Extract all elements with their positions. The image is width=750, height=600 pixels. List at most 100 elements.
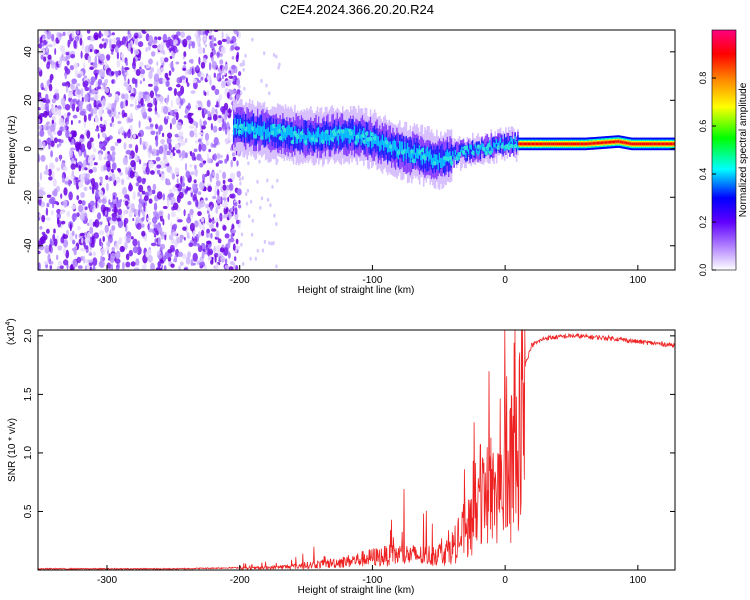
noise-speckle <box>156 164 162 169</box>
noise-speckle <box>46 30 52 40</box>
noise-speckle <box>178 151 182 159</box>
noise-speckle <box>70 147 76 151</box>
ridge-segment <box>514 136 516 142</box>
noise-speckle <box>52 130 57 135</box>
noise-speckle <box>141 217 145 222</box>
noise-speckle <box>123 132 127 139</box>
noise-speckle <box>239 181 242 186</box>
noise-speckle <box>174 143 180 150</box>
noise-speckle <box>105 175 109 181</box>
noise-speckle <box>223 201 229 209</box>
ridge-segment <box>603 141 605 144</box>
noise-speckle <box>90 108 94 115</box>
noise-speckle <box>61 177 66 183</box>
noise-speckle <box>159 56 165 64</box>
noise-speckle <box>134 153 138 162</box>
noise-speckle <box>95 74 98 80</box>
noise-speckle <box>87 172 90 180</box>
noise-speckle <box>237 204 242 209</box>
ridge-segment <box>257 124 259 135</box>
ridge-segment <box>268 131 271 142</box>
noise-speckle <box>66 121 69 125</box>
ridge-segment <box>595 142 597 145</box>
noise-speckle <box>118 168 122 173</box>
ridge-segment <box>583 142 585 145</box>
noise-speckle <box>39 213 42 218</box>
noise-speckle <box>87 166 91 170</box>
noise-speckle <box>157 113 160 118</box>
noise-speckle <box>77 98 81 108</box>
noise-speckle <box>195 199 199 208</box>
ridge-segment <box>497 136 499 149</box>
ridge-segment <box>559 142 562 145</box>
noise-speckle <box>39 226 43 230</box>
noise-speckle <box>194 164 197 170</box>
ridge-segment <box>633 142 636 145</box>
noise-speckle <box>53 137 58 144</box>
noise-speckle <box>128 154 132 160</box>
ridge-segment <box>615 140 617 143</box>
ridge-segment <box>243 121 246 132</box>
noise-speckle <box>222 197 227 201</box>
noise-speckle <box>148 160 154 169</box>
noise-speckle <box>140 97 144 106</box>
noise-speckle <box>98 30 102 39</box>
noise-speckle <box>199 162 204 168</box>
noise-speckle <box>62 31 66 36</box>
ridge-segment <box>629 142 632 145</box>
noise-speckle <box>172 223 178 230</box>
ridge-segment <box>391 144 393 155</box>
noise-speckle <box>47 253 51 263</box>
noise-speckle <box>65 56 68 62</box>
noise-speckle <box>145 64 151 69</box>
noise-speckle <box>155 87 158 97</box>
noise-speckle <box>121 178 125 186</box>
noise-speckle <box>112 37 117 44</box>
noise-speckle <box>49 238 53 246</box>
ridge-blob <box>384 140 390 145</box>
noise-speckle <box>196 64 200 71</box>
ridge-segment <box>477 150 479 156</box>
noise-speckle <box>51 33 55 42</box>
noise-speckle <box>187 112 192 121</box>
noise-speckle <box>127 42 130 52</box>
noise-speckle <box>93 99 97 109</box>
ridge-segment <box>418 144 421 168</box>
noise-speckle <box>193 81 198 90</box>
ridge-segment <box>574 142 576 145</box>
noise-speckle <box>71 78 77 84</box>
snr-xtick-label: -300 <box>97 575 117 586</box>
ridge-segment <box>454 149 457 155</box>
noise-speckle <box>218 154 224 158</box>
noise-speckle <box>175 111 179 121</box>
noise-speckle <box>226 121 230 130</box>
ridge-segment <box>352 130 355 141</box>
noise-speckle <box>119 172 123 176</box>
noise-speckle <box>246 188 250 193</box>
ridge-segment <box>576 142 579 145</box>
ridge-segment <box>469 143 471 149</box>
ridge-blob <box>461 150 467 155</box>
noise-speckle <box>133 267 140 270</box>
ridge-segment <box>641 142 644 145</box>
spectrogram-ytick-label: -20 <box>23 190 34 205</box>
spectrogram-xtick-label: -100 <box>362 275 382 286</box>
noise-speckle <box>135 216 140 225</box>
noise-speckle <box>120 52 125 59</box>
ridge-segment <box>625 141 628 145</box>
ridge-segment <box>369 131 372 155</box>
noise-speckle <box>43 170 50 175</box>
ridge-segment <box>566 142 568 145</box>
noise-speckle <box>173 113 176 118</box>
ridge-segment <box>404 142 406 166</box>
noise-speckle <box>89 97 96 101</box>
noise-speckle <box>219 65 223 69</box>
noise-speckle <box>80 134 84 139</box>
noise-speckle <box>156 95 159 102</box>
noise-speckle <box>223 79 226 88</box>
ridge-segment <box>353 125 356 136</box>
noise-speckle <box>73 130 77 138</box>
noise-speckle <box>173 88 177 97</box>
noise-speckle <box>106 262 112 269</box>
noise-speckle <box>123 142 127 150</box>
